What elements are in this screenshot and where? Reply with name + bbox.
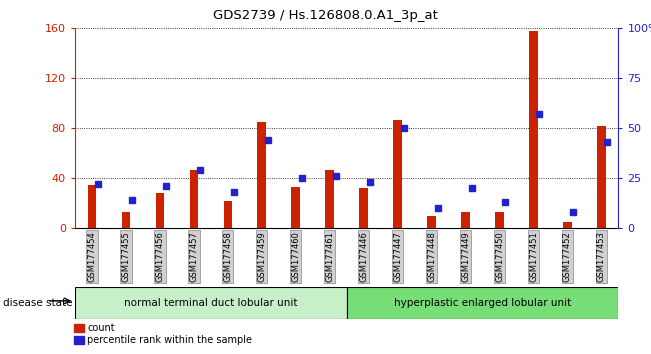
Bar <box>292 187 300 228</box>
Bar <box>563 222 572 228</box>
Text: GSM177451: GSM177451 <box>529 231 538 282</box>
Text: GSM177455: GSM177455 <box>121 231 130 282</box>
Bar <box>88 184 96 228</box>
Text: GSM177449: GSM177449 <box>461 231 470 282</box>
Bar <box>346 287 618 319</box>
Bar <box>122 212 130 228</box>
Text: GSM177446: GSM177446 <box>359 231 368 282</box>
Text: GSM177452: GSM177452 <box>563 231 572 282</box>
Text: GSM177459: GSM177459 <box>257 231 266 282</box>
Bar <box>427 216 436 228</box>
Bar <box>393 120 402 228</box>
Text: disease state: disease state <box>3 298 73 308</box>
Legend: count, percentile rank within the sample: count, percentile rank within the sample <box>70 319 256 349</box>
Text: hyperplastic enlarged lobular unit: hyperplastic enlarged lobular unit <box>394 298 571 308</box>
Text: GSM177447: GSM177447 <box>393 231 402 282</box>
Text: GSM177448: GSM177448 <box>427 231 436 282</box>
Bar <box>359 188 368 228</box>
Text: GSM177457: GSM177457 <box>189 231 199 282</box>
Text: GSM177461: GSM177461 <box>325 231 334 282</box>
Text: normal terminal duct lobular unit: normal terminal duct lobular unit <box>124 298 298 308</box>
Bar <box>258 122 266 228</box>
Text: GSM177450: GSM177450 <box>495 231 504 282</box>
Bar <box>462 212 470 228</box>
Bar <box>529 31 538 228</box>
Bar <box>223 201 232 228</box>
Text: GSM177458: GSM177458 <box>223 231 232 282</box>
Text: GSM177454: GSM177454 <box>87 231 96 282</box>
Text: GSM177460: GSM177460 <box>291 231 300 282</box>
Text: GDS2739 / Hs.126808.0.A1_3p_at: GDS2739 / Hs.126808.0.A1_3p_at <box>213 9 438 22</box>
Text: GSM177453: GSM177453 <box>597 231 606 282</box>
Bar <box>326 170 334 228</box>
Bar <box>495 212 504 228</box>
Bar <box>189 170 198 228</box>
Bar <box>156 193 164 228</box>
Bar <box>597 126 605 228</box>
Bar <box>75 287 346 319</box>
Text: GSM177456: GSM177456 <box>156 231 164 282</box>
